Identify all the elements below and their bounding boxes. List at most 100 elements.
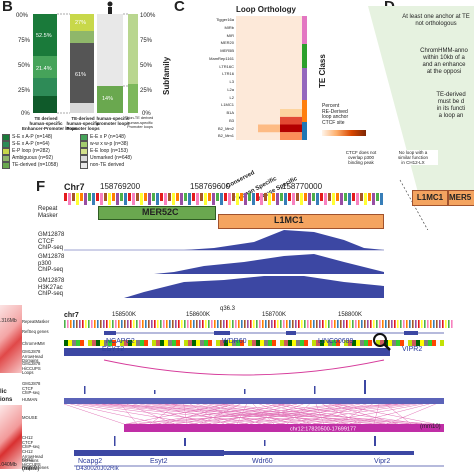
b-yr-3: 25% [140,88,153,94]
c-row-label: MER5B [220,48,234,53]
b-legend-item: Ambiguous (n=92) [2,155,74,162]
c-row-label: B2_Mm2 [217,125,234,131]
b-yr-1: 75% [140,38,153,44]
d-tag-1: L1MC1 [412,190,448,206]
f-mid-label: MOUSE [22,415,38,420]
b-pct-2: 61% [75,72,86,78]
b-legend-swatch [2,162,10,169]
b-yr-0: 100% [140,13,156,19]
b-legend-swatch [80,162,88,169]
gene-ncapg2-mm: Ncapg2 [78,458,103,465]
b-bar-1 [33,14,57,113]
f-tick-top-1: 158769600 [190,182,231,191]
f-mid-label: RefSeq genes [22,465,49,470]
b-bar-label-4: Non-TE derived human-specific Promoter l… [126,116,154,129]
panel-b-chart: 00% 75% 50% 25% 0% 52.5% 21.4% 27% 61% 1… [16,1,156,117]
b-legend-item: S-E x A-P (n=64) [2,141,74,148]
b-legend-label: E-E x P (n=148) [90,134,126,141]
c-heat-cell [280,109,302,117]
panel-c-te-class-label: TE Class [318,54,327,88]
b-legend-label: w-w x w-p (n=38) [90,141,129,148]
b-legend-swatch [2,141,10,148]
c-row-label: B2_Mm1 [217,133,234,139]
person-icon [107,1,113,15]
f-rep-mer52c [98,206,216,220]
f-tick-mid-1: 158600K [186,312,211,318]
f-mid-tracks: chr12:17820500-17699177 [64,320,453,467]
b-legend-swatch [80,155,88,162]
panel-label-c: C [174,0,185,15]
f-track-p300-label: GM12878 p300 ChIP-seq [38,254,65,273]
gene-ncapg2: NCAPG2 [106,338,135,345]
f-track-h3k27ac-label: GM12878 H3K27ac ChIP-seq [38,278,65,297]
c-row-label: MER20 [220,40,234,46]
b-legend-item: w-w x w-p (n=38) [80,141,152,148]
b-bar-label-1: TE derived human-specific Enhancer-Promo… [22,116,78,131]
f-tick-mid-2: 158700K [262,312,287,318]
c-row-label: LTR16C [219,63,234,69]
gene-d430020j02rik: D430020J02Rik [76,466,119,472]
b-legend-label: S-E x A-P (n=148) [12,134,53,141]
d-tag-2: MER5 [448,190,474,206]
panel-b-y-right: 100% 75% 50% 25% 0% [140,13,156,117]
f-mm9: (mm9) [22,466,40,472]
b-legend-label: Ambiguous (n=92) [12,155,53,162]
f-tick-top-2: 158770000 [282,182,323,191]
b-legend-item: Unmarked (n=648) [80,155,152,162]
gene-linc00689: LINC00689 [318,338,354,345]
b-pct-3: 27% [75,20,86,26]
panel-c-legend-title: Percent RE-Derived loop anchor CTCF site [322,103,349,126]
f-mid-label: CH12 ArrowHead Domains [22,449,43,464]
c-row-label: L3 [229,79,234,84]
gene-wdr60: WDR60 [222,338,247,345]
b-legend-item: TE-derived (n=1058) [2,162,74,169]
panel-c-legend-scale [322,130,366,136]
b-legend-label: Unmarked (n=648) [90,155,132,162]
f-rep-l1mc1 [218,214,384,229]
f-mid-label: HUMAN [22,397,38,402]
c-row-label: LTR16 [222,71,234,77]
panel-b-y-left: 00% 75% 50% 25% 0% [16,13,31,117]
c-col-0: Conserved [225,170,256,190]
f-mid-label: RefSeq genes [22,329,49,334]
panel-c-te-class-bar [302,16,307,140]
left-bottom-coord: .040Mb [0,462,17,468]
panel-d-flowchart-bg [368,6,474,230]
c-row-label: L2 [229,94,234,100]
gene-vipr2: VIPR2 [402,346,423,353]
d-side-1: CTCF does not overlap p300 binding peak [338,150,384,165]
c-row-label: B1A [226,110,234,115]
c-heat-cell [280,116,302,125]
f-track-ctcf-label: GM12878 CTCF ChIP-seq [38,232,65,251]
b-pct-1: 21.4% [36,66,52,72]
b-bar-label-2: TE-derived human-specific Promoter loops [66,116,100,131]
b-legend-swatch [2,148,10,155]
b-bar-2 [70,14,94,113]
f-rep-mer52c-label: MER52C [142,207,179,217]
gene-esyt2: ESYT2 [102,346,125,353]
d-box-1: At least one anchor at TE not orthologou… [402,14,470,27]
f-chrom: Chr7 [64,182,85,192]
b-bar-label-3: human-specific promoter loops [96,116,130,126]
b-legend-label: non-TE derived [90,162,125,169]
panel-label-f: F [36,178,46,195]
f-mid-label: RepeatMasker [22,319,50,324]
f-repeat-masker-label: Repeat Masker [38,206,58,219]
panel-label-b: B [2,0,13,15]
b-yl-2: 50% [18,63,31,69]
f-mouse-chrom: chr12:17820500-17699177 [290,427,356,433]
f-tick-top-0: 158769200 [100,182,141,191]
b-pct-4: 14% [102,96,113,102]
c-heat-cell [280,124,302,133]
f-chrom2: chr7 [64,312,79,319]
f-cytoband: q36.3 [220,306,236,312]
c-row-label: Tigger16a [216,17,234,22]
panel-b-legend: S-E x A-P (n=148) E-E x P (n=148) S-E x A-… [2,134,162,174]
f-mid-label: CH12 HiCCUPS Loops [22,457,41,472]
gene-esyt2-mm: Esyt2 [150,458,168,465]
b-legend-label: TE-derived (n=1058) [12,162,58,169]
f-signal-tracks [64,230,384,298]
f-tick-mid-0: 158500K [112,312,137,318]
b-pct-0: 52.5% [36,33,52,39]
f-mid-label: GM12878 HiCCUPS Loops [22,361,41,376]
